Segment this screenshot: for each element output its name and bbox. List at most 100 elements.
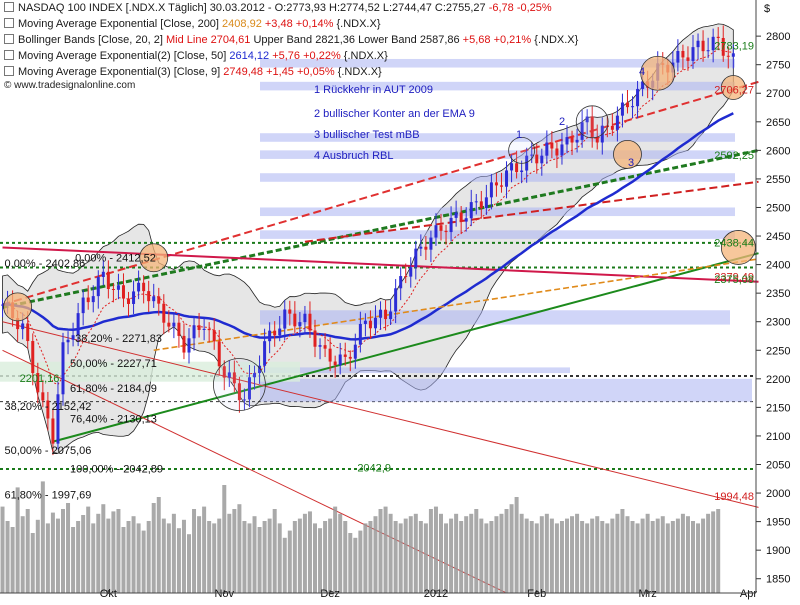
volume-bar: [650, 521, 655, 593]
legend-checkbox[interactable]: [4, 50, 14, 60]
volume-bar: [610, 518, 615, 593]
candle-body: [288, 309, 292, 314]
candle-body: [439, 225, 443, 231]
x-tick-label: 2012: [424, 588, 448, 600]
candle-body: [373, 317, 377, 329]
candle-body: [726, 55, 730, 57]
volume-bar: [444, 523, 449, 593]
candle-body: [520, 170, 524, 173]
y-tick-label: 2750: [766, 60, 790, 72]
x-tick-label: Feb: [527, 588, 546, 600]
candle-body: [268, 330, 272, 342]
candle-body: [641, 81, 645, 89]
candle-body: [701, 40, 705, 52]
volume-bar: [292, 521, 297, 593]
candle-body: [615, 115, 619, 130]
candle-body: [560, 144, 564, 156]
ema-support-trendline: [2, 148, 759, 309]
y-tick-label: 2200: [766, 374, 790, 386]
candle-body: [147, 291, 151, 302]
highlight-circle: [575, 105, 609, 139]
candle-body: [474, 201, 478, 203]
candle-body: [303, 313, 307, 323]
volume-bar: [504, 509, 509, 593]
candle-body: [636, 88, 640, 107]
volume-bar: [499, 513, 504, 593]
price-badge: 2375,08: [714, 274, 754, 286]
down-trendline: [2, 321, 759, 508]
candle-body: [323, 345, 327, 349]
candle-body: [338, 354, 342, 366]
candle-body: [484, 197, 488, 208]
volume-bar: [454, 513, 459, 593]
candle-body: [575, 139, 579, 143]
candle-body: [172, 322, 176, 327]
y-tick-label: 2650: [766, 117, 790, 129]
y-tick-label: 1900: [766, 545, 790, 557]
volume-bar: [207, 521, 212, 593]
annotation-2: 2 bullischer Konter an der EMA 9: [314, 108, 475, 120]
volume-profile-band: [260, 207, 735, 217]
candle-body: [61, 342, 65, 395]
candle-body: [121, 285, 125, 299]
fib-level-label: 0,00% - 2402,86: [5, 258, 86, 270]
candle-body: [348, 356, 352, 359]
volume-bar: [136, 523, 141, 593]
y-tick-label: 2350: [766, 288, 790, 300]
volume-bar: [287, 530, 292, 593]
candle-body: [681, 50, 685, 58]
volume-bar: [71, 527, 76, 593]
volume-bar: [116, 509, 121, 593]
y-tick-label: 2400: [766, 260, 790, 272]
volume-bar: [635, 523, 640, 593]
volume-bar: [282, 537, 287, 593]
volume-bar: [620, 509, 625, 593]
candle-body: [76, 313, 80, 336]
volume-bar: [202, 506, 207, 593]
candle-body: [399, 276, 403, 289]
legend-checkbox[interactable]: [4, 2, 14, 12]
candle-body: [464, 218, 468, 222]
volume-bar: [302, 513, 307, 593]
volume-bar: [5, 521, 10, 593]
price-badge: 2706,27: [714, 85, 754, 97]
volume-profile-band: [260, 230, 735, 239]
candle-body: [56, 394, 60, 444]
highlight-circle: [508, 136, 536, 164]
candle-body: [389, 311, 393, 320]
price-badge: 2783,19: [714, 41, 754, 53]
candle-body: [177, 322, 181, 336]
volume-bar: [575, 513, 580, 593]
candle-body: [625, 102, 629, 108]
candle-body: [293, 313, 297, 327]
x-tick-label: Okt: [100, 588, 117, 600]
volume-bar: [151, 503, 156, 593]
volume-bar: [55, 518, 60, 593]
volume-bar: [141, 530, 146, 593]
candle-body: [157, 296, 161, 304]
candle-body: [434, 225, 438, 238]
candle-body: [565, 137, 569, 145]
volume-bar: [45, 523, 50, 593]
volume-bar: [565, 518, 569, 593]
y-tick-label: 2300: [766, 317, 790, 329]
candle-body: [313, 330, 317, 347]
volume-bar: [368, 521, 373, 593]
fib-level-label: 100,00% - 2042,89: [70, 464, 163, 476]
volume-bar: [605, 523, 610, 593]
candle-body: [258, 365, 262, 374]
legend-row-ema50: Moving Average Exponential(2) [Close, 50…: [4, 48, 388, 64]
fib-level-label: 61,80% - 2184,09: [70, 383, 157, 395]
volume-bar: [343, 521, 348, 593]
volume-bar: [267, 518, 272, 593]
volume-bar: [680, 513, 685, 593]
legend-checkbox[interactable]: [4, 66, 14, 76]
legend-checkbox[interactable]: [4, 34, 14, 44]
legend-checkbox[interactable]: [4, 18, 14, 28]
y-tick-label: 2600: [766, 145, 790, 157]
volume-bar: [494, 516, 499, 593]
candle-body: [404, 276, 408, 278]
candle-body: [676, 50, 680, 63]
candle-body: [132, 291, 136, 304]
candle-body: [31, 341, 35, 373]
